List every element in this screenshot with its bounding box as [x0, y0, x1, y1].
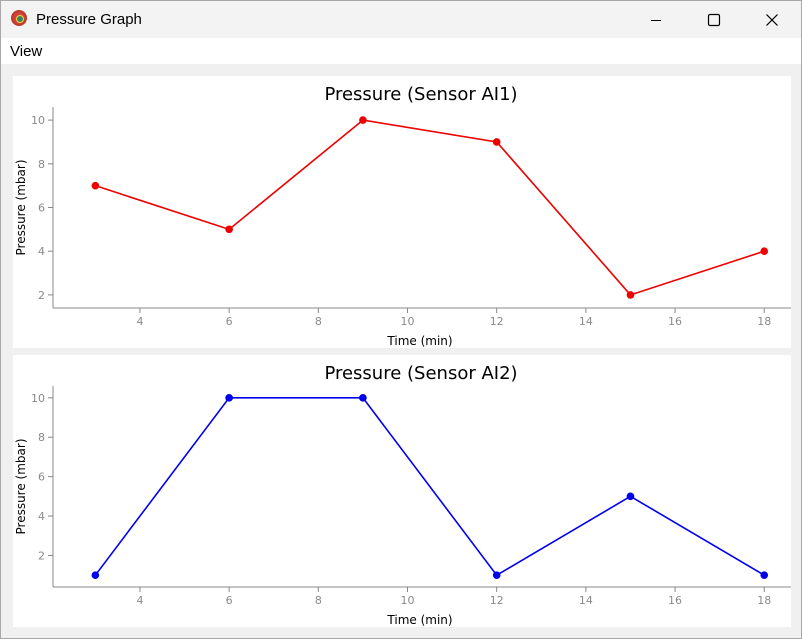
y-tick-label: 10	[31, 114, 45, 127]
minimize-button[interactable]	[627, 1, 685, 38]
y-tick-label: 4	[38, 245, 45, 258]
title-bar[interactable]: Pressure Graph	[1, 1, 801, 38]
data-point[interactable]	[626, 492, 635, 501]
x-tick-label: 16	[668, 594, 682, 607]
chart-panel-ai2: Pressure (Sensor AI2) 4 6 8 10 12 14 16 18 2 4 6 8 10…	[13, 355, 791, 627]
y-tick-label: 4	[38, 510, 45, 523]
x-tick-label: 18	[757, 315, 771, 328]
data-point[interactable]	[760, 247, 769, 255]
data-point[interactable]	[626, 291, 635, 299]
chart-title: Pressure (Sensor AI2)	[324, 363, 517, 384]
y-tick-label: 2	[38, 289, 45, 302]
maximize-button[interactable]	[685, 1, 743, 38]
x-tick-label: 6	[226, 594, 233, 607]
pressure-chart-ai1: Pressure (Sensor AI1) 4 6 8 10 12 14 16 18 2 4 6 8 10…	[14, 84, 791, 348]
data-point[interactable]	[359, 116, 367, 124]
x-tick-label: 14	[579, 594, 593, 607]
x-tick-label: 4	[136, 315, 143, 328]
x-axis-label: Time (min)	[386, 613, 452, 627]
series-line	[95, 119, 765, 296]
x-tick-label: 8	[315, 594, 322, 607]
close-button[interactable]	[743, 1, 801, 38]
y-axis-label: Pressure (mbar)	[14, 159, 28, 255]
data-point[interactable]	[91, 181, 100, 190]
y-tick-label: 6	[38, 471, 45, 484]
minimize-icon	[651, 19, 661, 21]
close-icon	[766, 13, 778, 26]
x-tick-label: 14	[579, 315, 593, 328]
maximize-icon	[707, 13, 721, 26]
series-line	[94, 397, 765, 577]
data-point[interactable]	[359, 394, 367, 402]
x-tick-label: 18	[757, 594, 771, 607]
x-axis-label: Time (min)	[386, 334, 452, 348]
x-tick-label: 4	[136, 594, 143, 607]
data-point[interactable]	[492, 138, 501, 146]
y-axis-label: Pressure (mbar)	[14, 438, 28, 534]
data-point[interactable]	[225, 394, 233, 402]
menu-bar: View	[1, 38, 801, 64]
window-title: Pressure Graph	[36, 11, 142, 28]
x-tick-label: 12	[490, 315, 504, 328]
y-tick-label: 10	[31, 392, 45, 405]
chart-panel-ai1: Pressure (Sensor AI1) 4 6 8 10 12 14 16 18 2 4 6 8 10…	[13, 76, 791, 348]
data-point[interactable]	[760, 571, 769, 579]
data-point[interactable]	[91, 571, 100, 579]
x-tick-label: 10	[401, 315, 415, 328]
y-tick-label: 2	[38, 549, 45, 562]
menu-view[interactable]: View	[10, 43, 43, 60]
x-tick-label: 6	[226, 315, 233, 328]
x-tick-label: 8	[315, 315, 322, 328]
x-tick-label: 10	[401, 594, 415, 607]
pressure-chart-ai2: Pressure (Sensor AI2) 4 6 8 10 12 14 16 18 2 4 6 8 10…	[14, 363, 791, 627]
y-tick-label: 8	[38, 431, 45, 444]
data-point[interactable]	[225, 225, 233, 234]
data-point[interactable]	[492, 571, 501, 579]
chart-title: Pressure (Sensor AI1)	[324, 84, 517, 105]
app-gauge-icon	[11, 10, 27, 26]
x-tick-label: 16	[668, 315, 682, 328]
x-tick-label: 12	[490, 594, 504, 607]
y-tick-label: 6	[38, 202, 45, 215]
y-tick-label: 8	[38, 158, 45, 171]
